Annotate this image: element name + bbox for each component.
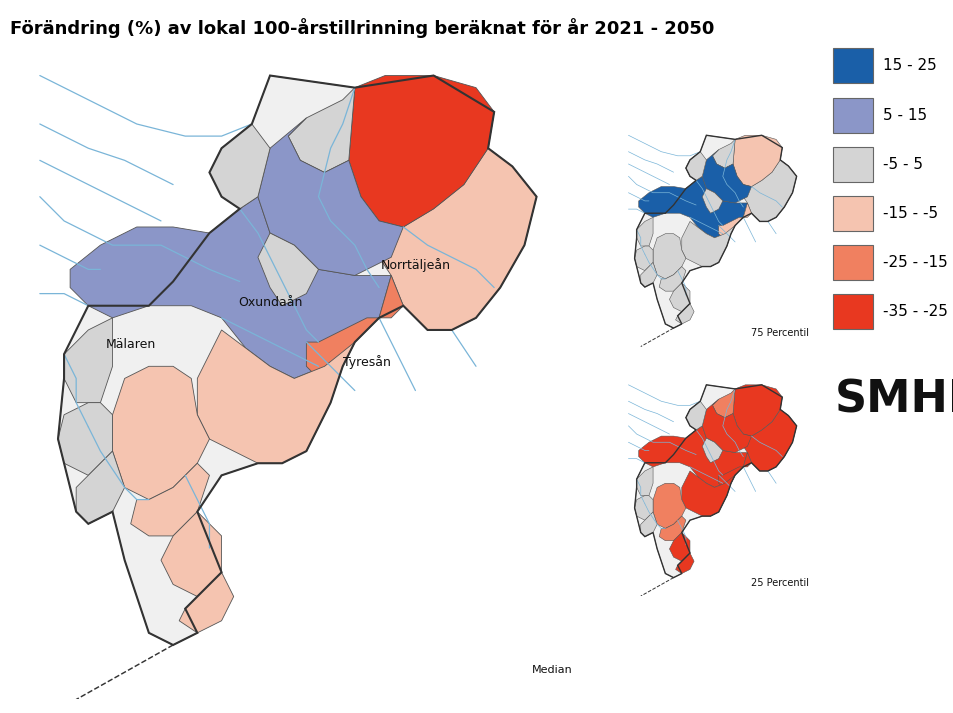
Polygon shape bbox=[712, 389, 735, 418]
Polygon shape bbox=[685, 152, 705, 180]
Text: 25 Percentil: 25 Percentil bbox=[750, 578, 808, 588]
Polygon shape bbox=[306, 275, 403, 379]
Polygon shape bbox=[653, 483, 685, 528]
Polygon shape bbox=[257, 118, 403, 275]
Polygon shape bbox=[742, 160, 796, 222]
FancyBboxPatch shape bbox=[832, 98, 872, 133]
Polygon shape bbox=[640, 512, 657, 537]
Polygon shape bbox=[640, 262, 657, 287]
Text: Mälaren: Mälaren bbox=[106, 338, 155, 351]
Text: -5 - 5: -5 - 5 bbox=[882, 157, 922, 172]
Polygon shape bbox=[742, 409, 796, 471]
Text: Norrtäljeån: Norrtäljeån bbox=[380, 258, 450, 272]
Text: 5 - 15: 5 - 15 bbox=[882, 108, 925, 123]
Polygon shape bbox=[718, 203, 751, 238]
Polygon shape bbox=[210, 124, 270, 209]
Polygon shape bbox=[718, 453, 751, 488]
Text: Tyresån: Tyresån bbox=[343, 355, 391, 369]
Polygon shape bbox=[681, 471, 735, 516]
Polygon shape bbox=[732, 385, 781, 436]
Polygon shape bbox=[71, 197, 391, 379]
Polygon shape bbox=[638, 426, 746, 488]
Polygon shape bbox=[638, 176, 746, 238]
FancyBboxPatch shape bbox=[832, 147, 872, 182]
Polygon shape bbox=[349, 76, 494, 227]
Polygon shape bbox=[179, 573, 233, 633]
Text: Förändring (%) av lokal 100-årstillrinning beräknat för år 2021 - 2050: Förändring (%) av lokal 100-årstillrinni… bbox=[10, 18, 713, 38]
Text: -15 - -5: -15 - -5 bbox=[882, 206, 937, 221]
Polygon shape bbox=[675, 304, 694, 324]
Polygon shape bbox=[64, 318, 112, 403]
Polygon shape bbox=[161, 512, 221, 597]
Polygon shape bbox=[378, 148, 536, 330]
Polygon shape bbox=[634, 135, 796, 328]
Polygon shape bbox=[669, 283, 689, 312]
Polygon shape bbox=[685, 401, 705, 430]
Polygon shape bbox=[636, 217, 653, 246]
Polygon shape bbox=[701, 399, 751, 453]
Text: Oxundaån: Oxundaån bbox=[237, 296, 302, 309]
Polygon shape bbox=[653, 234, 685, 279]
Polygon shape bbox=[669, 533, 689, 561]
Polygon shape bbox=[675, 553, 694, 573]
Polygon shape bbox=[732, 135, 781, 187]
Polygon shape bbox=[659, 516, 685, 540]
Text: 75 Percentil: 75 Percentil bbox=[750, 328, 808, 339]
Polygon shape bbox=[197, 330, 355, 463]
Polygon shape bbox=[58, 403, 112, 476]
Polygon shape bbox=[701, 150, 751, 203]
Text: SMHI: SMHI bbox=[833, 379, 953, 421]
Polygon shape bbox=[634, 385, 796, 578]
Polygon shape bbox=[76, 451, 125, 524]
Polygon shape bbox=[701, 189, 722, 213]
Polygon shape bbox=[636, 467, 653, 496]
FancyBboxPatch shape bbox=[832, 245, 872, 280]
Text: -35 - -25: -35 - -25 bbox=[882, 304, 946, 319]
FancyBboxPatch shape bbox=[832, 294, 872, 329]
FancyBboxPatch shape bbox=[832, 196, 872, 231]
Polygon shape bbox=[681, 222, 735, 267]
Text: Median: Median bbox=[532, 665, 573, 675]
Polygon shape bbox=[701, 438, 722, 463]
Polygon shape bbox=[131, 463, 210, 536]
Polygon shape bbox=[659, 267, 685, 291]
Polygon shape bbox=[634, 246, 653, 271]
FancyBboxPatch shape bbox=[832, 48, 872, 83]
Text: 15 - 25: 15 - 25 bbox=[882, 58, 936, 73]
Polygon shape bbox=[112, 366, 210, 500]
Polygon shape bbox=[58, 76, 536, 645]
Polygon shape bbox=[257, 233, 318, 306]
Polygon shape bbox=[634, 496, 653, 520]
Polygon shape bbox=[712, 139, 735, 168]
Polygon shape bbox=[288, 88, 355, 173]
Text: -25 - -15: -25 - -15 bbox=[882, 255, 946, 270]
